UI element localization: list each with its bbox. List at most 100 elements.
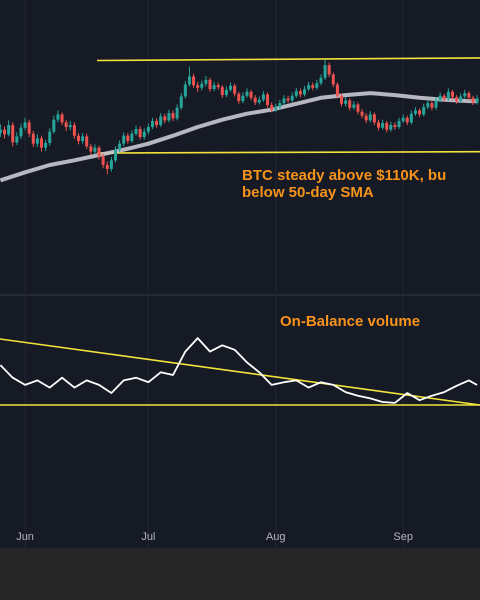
candle-body — [192, 76, 196, 86]
candle-body — [142, 131, 146, 138]
candle-body — [459, 96, 463, 102]
candle-body — [442, 95, 446, 100]
candle-body — [348, 100, 352, 108]
candle-body — [224, 89, 228, 96]
candle-body — [340, 95, 344, 104]
candle-body — [446, 91, 450, 100]
candle-body — [15, 136, 19, 143]
candle-body — [282, 98, 286, 104]
candle-body — [376, 122, 380, 128]
candle-body — [212, 85, 216, 90]
candle-body — [126, 135, 130, 142]
candle-body — [278, 103, 282, 108]
candle-body — [60, 114, 64, 123]
candle-body — [381, 123, 385, 128]
candle-body — [229, 85, 233, 90]
candle-body — [413, 110, 417, 114]
candle-body — [48, 131, 52, 144]
candle-body — [307, 85, 311, 90]
candle-body — [81, 136, 85, 142]
candle-body — [85, 136, 89, 147]
candle-body — [7, 125, 11, 135]
candle-body — [204, 79, 208, 84]
candle-body — [372, 114, 376, 123]
candle-body — [220, 87, 224, 96]
candle-body — [44, 143, 48, 148]
candle-body — [319, 77, 323, 84]
candle-body — [261, 94, 265, 100]
candle-body — [159, 116, 163, 126]
panel-title: On-Balance volume — [280, 313, 420, 330]
channel-line — [0, 338, 480, 406]
candle-body — [397, 121, 401, 128]
candle-body — [426, 103, 430, 108]
candle-body — [19, 127, 23, 137]
candle-body — [163, 116, 167, 121]
x-tick-label: Jun — [16, 531, 34, 543]
candle-body — [0, 129, 2, 134]
candle-body — [183, 84, 187, 97]
plot-background — [0, 0, 480, 548]
candle-body — [364, 115, 368, 121]
candle-body — [101, 156, 105, 165]
candle-body — [89, 146, 93, 152]
candle-body — [393, 125, 397, 128]
candle-body — [64, 122, 68, 128]
candle-body — [196, 85, 200, 88]
candle-body — [245, 91, 249, 96]
channel-line — [96, 150, 480, 154]
candle-body — [31, 133, 35, 144]
candle-body — [138, 129, 142, 138]
candle-body — [122, 135, 126, 144]
candle-body — [208, 79, 212, 90]
x-tick-label: Aug — [266, 531, 286, 543]
candle-body — [434, 100, 438, 108]
candle-body — [40, 138, 44, 148]
candle-body — [155, 121, 159, 126]
candle-body — [200, 83, 204, 88]
candle-body — [72, 125, 76, 136]
candle-body — [455, 97, 459, 102]
candle-body — [105, 164, 109, 169]
candle-body — [418, 110, 422, 115]
candle-body — [76, 135, 80, 142]
candle-body — [475, 98, 479, 103]
candle-body — [171, 113, 175, 119]
candle-body — [356, 104, 360, 112]
candle-body — [311, 85, 315, 88]
candle-body — [175, 107, 179, 119]
candle-body — [438, 95, 442, 101]
candle-body — [409, 113, 413, 123]
candle-body — [118, 143, 122, 150]
candle-body — [52, 119, 56, 132]
sma-line — [0, 91, 478, 183]
candle-body — [327, 65, 331, 75]
candle-body — [290, 95, 294, 101]
candle-body — [257, 99, 261, 103]
candle-body — [303, 89, 307, 95]
annotation: below 50-day SMA — [242, 184, 374, 201]
candle-body — [266, 94, 270, 106]
candle-body — [68, 125, 72, 128]
candle-body — [23, 122, 27, 128]
candle-body — [430, 103, 434, 108]
candle-body — [323, 65, 327, 78]
candle-body — [109, 160, 113, 169]
candle-body — [27, 122, 31, 134]
x-tick-label: Sep — [393, 531, 413, 543]
candle-body — [467, 93, 471, 98]
candle-body — [422, 107, 426, 115]
channel-line — [96, 57, 480, 62]
candle-body — [401, 117, 405, 122]
x-tick-label: Jul — [141, 531, 155, 543]
candle-body — [97, 147, 101, 157]
candle-body — [471, 97, 475, 103]
candle-body — [233, 85, 237, 94]
candle-body — [113, 149, 117, 161]
candle-body — [385, 123, 389, 130]
candle-body — [249, 91, 253, 98]
candle-body — [130, 133, 134, 142]
obv-line — [0, 337, 478, 404]
